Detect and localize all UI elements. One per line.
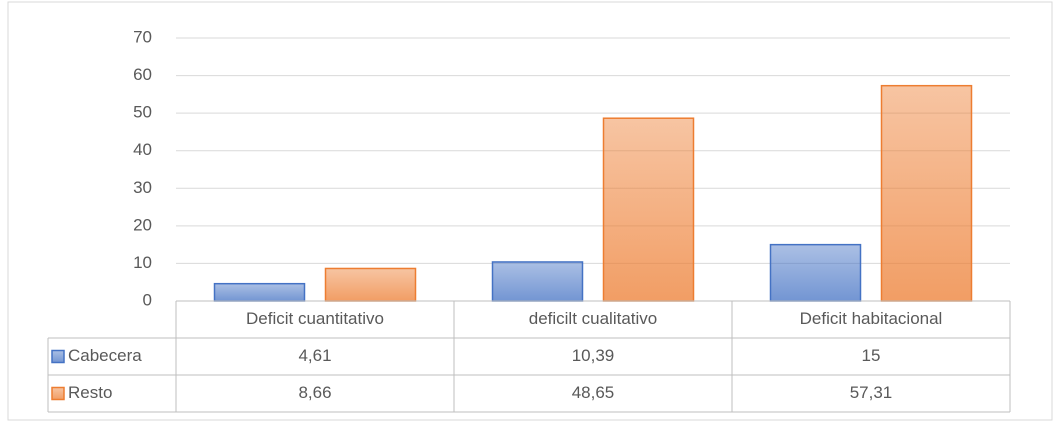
y-tick-label: 60 — [133, 65, 152, 84]
y-tick-label: 0 — [143, 290, 152, 309]
bar — [491, 261, 584, 302]
bar — [213, 282, 306, 302]
table-value: 48,65 — [572, 383, 615, 402]
legend-swatch — [51, 349, 65, 364]
bar — [324, 267, 417, 302]
y-tick-label: 70 — [133, 27, 152, 46]
chart-border — [7, 1, 1053, 421]
bar — [880, 84, 973, 302]
y-tick-label: 40 — [133, 140, 152, 159]
bar — [769, 243, 862, 302]
legend-label: Cabecera — [68, 346, 142, 365]
x-tick-label: deficilt cualitativo — [529, 309, 658, 328]
table-value: 15 — [862, 346, 881, 365]
legend-swatch — [51, 386, 65, 401]
y-tick-label: 20 — [133, 215, 152, 234]
y-tick-label: 30 — [133, 178, 152, 197]
y-tick-label: 10 — [133, 253, 152, 272]
table-value: 4,61 — [298, 346, 331, 365]
y-tick-label: 50 — [133, 103, 152, 122]
x-tick-label: Deficit habitacional — [800, 309, 943, 328]
table-value: 8,66 — [298, 383, 331, 402]
table-value: 10,39 — [572, 346, 615, 365]
legend-label: Resto — [68, 383, 112, 402]
table-value: 57,31 — [850, 383, 893, 402]
bar — [602, 117, 695, 302]
x-tick-label: Deficit cuantitativo — [246, 309, 384, 328]
